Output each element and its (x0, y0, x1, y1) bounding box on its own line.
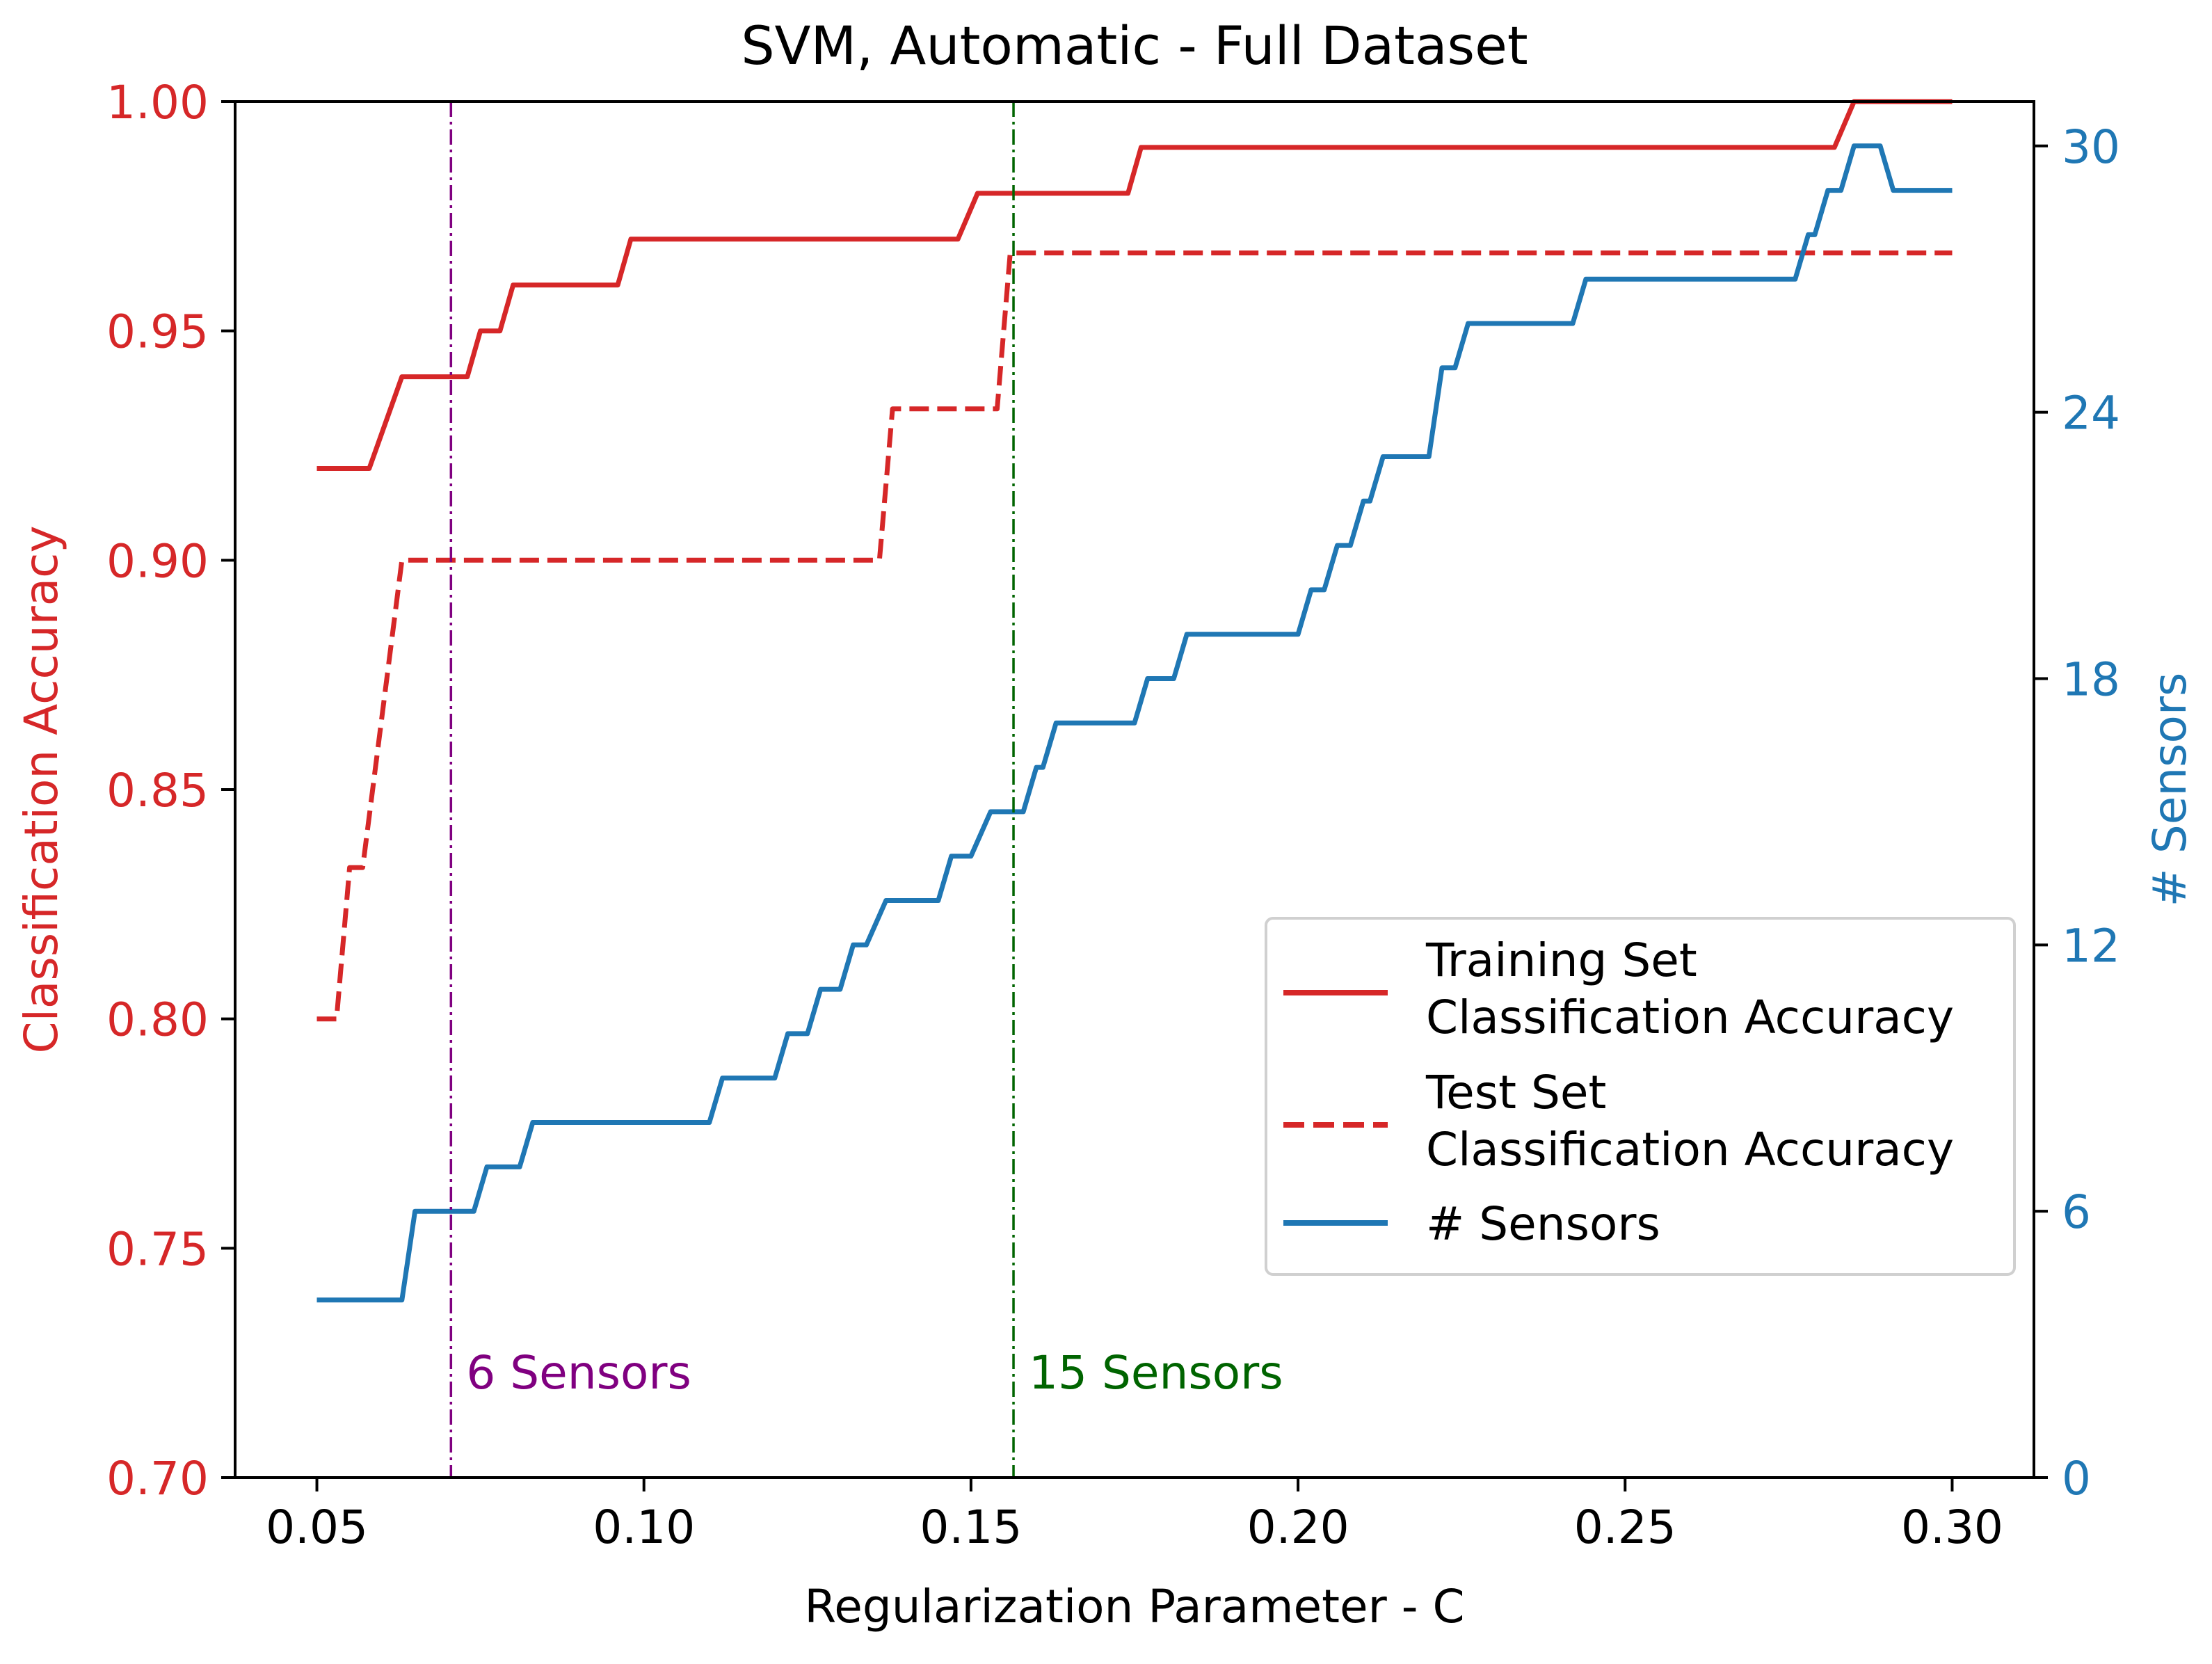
y2-tick-label: 6 (2062, 1185, 2091, 1239)
y2-tick-label: 24 (2062, 387, 2120, 440)
training-accuracy-line (316, 99, 1953, 471)
y2-tick-label: 18 (2062, 653, 2120, 706)
y-axis-label: Classification Accuracy (15, 526, 68, 1054)
y-axis-right: 0 6 12 18 24 30 (2034, 120, 2120, 1505)
y-tick-label: 1.00 (106, 76, 209, 129)
x-tick-label: 0.10 (593, 1501, 695, 1554)
series-layer (316, 99, 1953, 1303)
x-tick-label: 0.15 (920, 1501, 1022, 1554)
y2-axis-label: # Sensors (2143, 673, 2197, 907)
y2-tick-label: 0 (2062, 1452, 2091, 1505)
reference-lines: 6 Sensors 15 Sensors (449, 102, 1283, 1478)
y2-tick-label: 12 (2062, 919, 2120, 973)
test-accuracy-line (316, 250, 1953, 1022)
reference-line-label-1: 6 Sensors (466, 1346, 691, 1400)
x-tick-label: 0.20 (1247, 1501, 1349, 1554)
legend-label-training: Training Set Classification Accuracy (1425, 934, 1954, 1044)
legend-box (1265, 917, 2016, 1276)
y2-tick-label: 30 (2062, 120, 2120, 174)
y-axis-left: 0.70 0.75 0.80 0.85 0.90 0.95 1.00 (106, 76, 235, 1505)
y-tick-label: 0.95 (106, 305, 209, 359)
x-axis-label: Regularization Parameter - C (804, 1580, 1464, 1633)
x-tick-label: 0.25 (1574, 1501, 1676, 1554)
legend-label-sensors: # Sensors (1426, 1197, 1660, 1251)
legend: Training Set Classification Accuracy Tes… (1265, 917, 2016, 1276)
y-tick-label: 0.80 (106, 993, 209, 1047)
y-tick-label: 0.85 (106, 764, 209, 817)
x-axis: 0.05 0.10 0.15 0.20 0.25 0.30 (266, 1478, 2003, 1554)
y-tick-label: 0.90 (106, 534, 209, 588)
x-tick-label: 0.30 (1901, 1501, 2003, 1554)
reference-line-label-2: 15 Sensors (1029, 1346, 1283, 1400)
x-tick-label: 0.05 (266, 1501, 368, 1554)
y-tick-label: 0.75 (106, 1222, 209, 1276)
legend-label-test: Test Set Classification Accuracy (1425, 1066, 1954, 1176)
chart-title: SVM, Automatic - Full Dataset (741, 15, 1528, 77)
y-tick-label: 0.70 (106, 1452, 209, 1505)
sensors-line (316, 143, 1953, 1303)
